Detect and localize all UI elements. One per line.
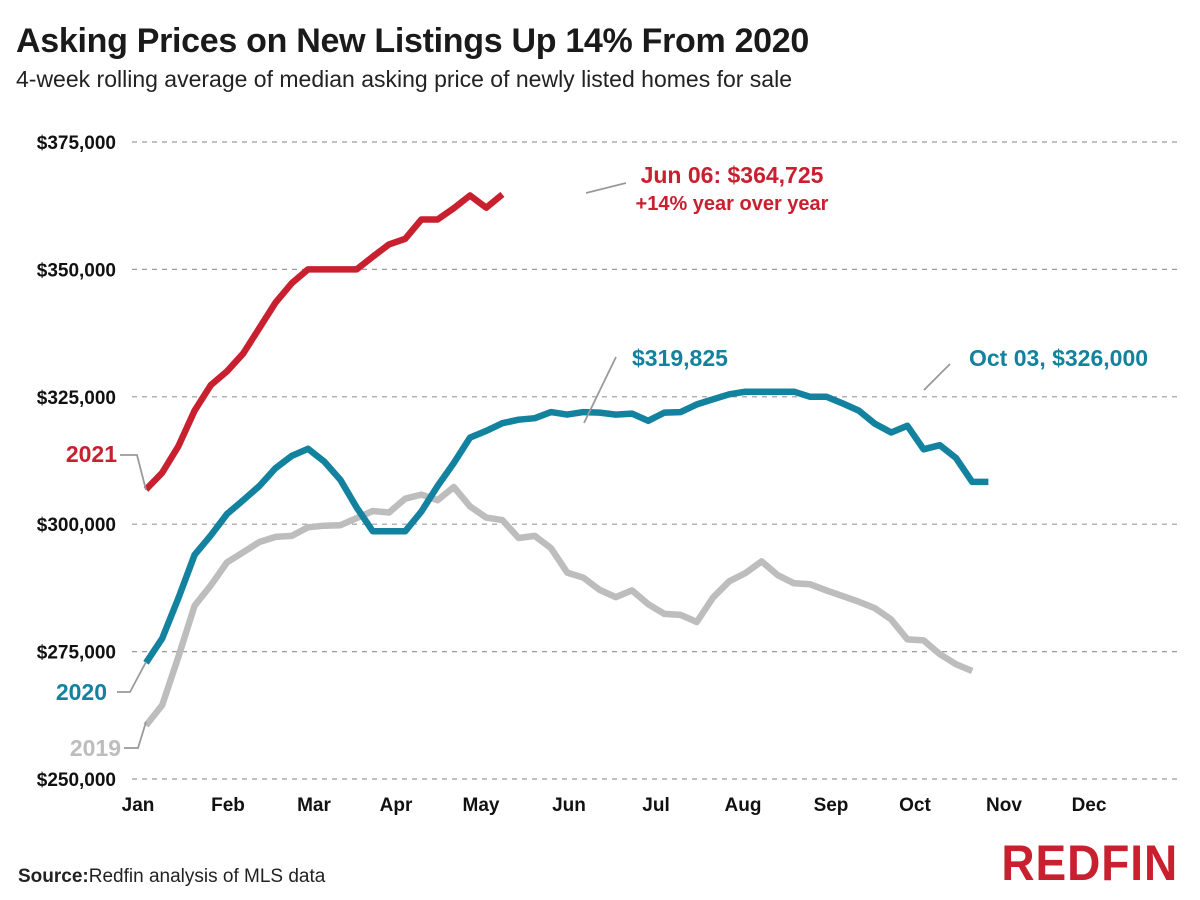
series-lines: [143, 191, 989, 728]
source-label: Source:: [18, 866, 89, 887]
x-tick-label: May: [463, 795, 500, 816]
callout-2020-oct-value: Oct 03, $326,000: [969, 345, 1148, 371]
series-label-2020: 2020: [56, 679, 107, 705]
series-line-2020: [143, 388, 989, 665]
chart-title: Asking Prices on New Listings Up 14% Fro…: [16, 22, 810, 60]
series-label-leader-2020: [117, 661, 147, 693]
callout-leader-2020-mid: [583, 356, 617, 424]
series-label-2019: 2019: [70, 735, 121, 761]
y-tick-label: $375,000: [37, 133, 116, 154]
y-tick-label: $275,000: [37, 643, 116, 664]
series-label-leader-2021: [120, 454, 147, 491]
x-tick-label: Jan: [122, 795, 155, 816]
x-tick-label: Apr: [380, 795, 413, 816]
callout-leader-2021-end: [585, 182, 627, 194]
callout-leader-2020-oct: [923, 363, 951, 391]
x-axis-ticks: Jan Feb Mar Apr May Jun Jul Aug Sep Oct Nov Dec: [122, 795, 1107, 816]
series-label-leader-2019: [124, 721, 147, 749]
source-text: Redfin analysis of MLS data: [88, 866, 326, 887]
y-tick-label: $300,000: [37, 515, 116, 536]
x-tick-label: Jul: [642, 795, 669, 816]
x-tick-label: Aug: [725, 795, 762, 816]
y-tick-label: $350,000: [37, 260, 116, 281]
y-tick-label: $250,000: [37, 770, 116, 791]
x-tick-label: Feb: [211, 795, 245, 816]
x-tick-label: Nov: [986, 795, 1022, 816]
chart-subtitle: 4-week rolling average of median asking …: [16, 66, 793, 92]
redfin-logo: REDFIN: [1001, 835, 1178, 891]
y-tick-label: $325,000: [37, 388, 116, 409]
y-axis-ticks: $250,000 $275,000 $300,000 $325,000 $350,000…: [37, 133, 116, 791]
annotations: Jun 06: $364,725 +14% year over year $319,…: [56, 162, 1148, 761]
callout-2021-end-yoy: +14% year over year: [636, 193, 829, 215]
series-line-2019: [143, 483, 974, 728]
source-note: Source:Redfin analysis of MLS data: [18, 866, 325, 888]
x-tick-label: Jun: [552, 795, 586, 816]
callout-2021-end-value: Jun 06: $364,725: [641, 162, 824, 188]
series-label-2021: 2021: [66, 441, 117, 467]
callout-2020-mid-value: $319,825: [632, 345, 728, 371]
x-tick-label: Oct: [899, 795, 931, 816]
x-tick-label: Dec: [1072, 795, 1107, 816]
x-tick-label: Sep: [814, 795, 849, 816]
x-tick-label: Mar: [297, 795, 331, 816]
series-line-2021: [143, 191, 505, 492]
